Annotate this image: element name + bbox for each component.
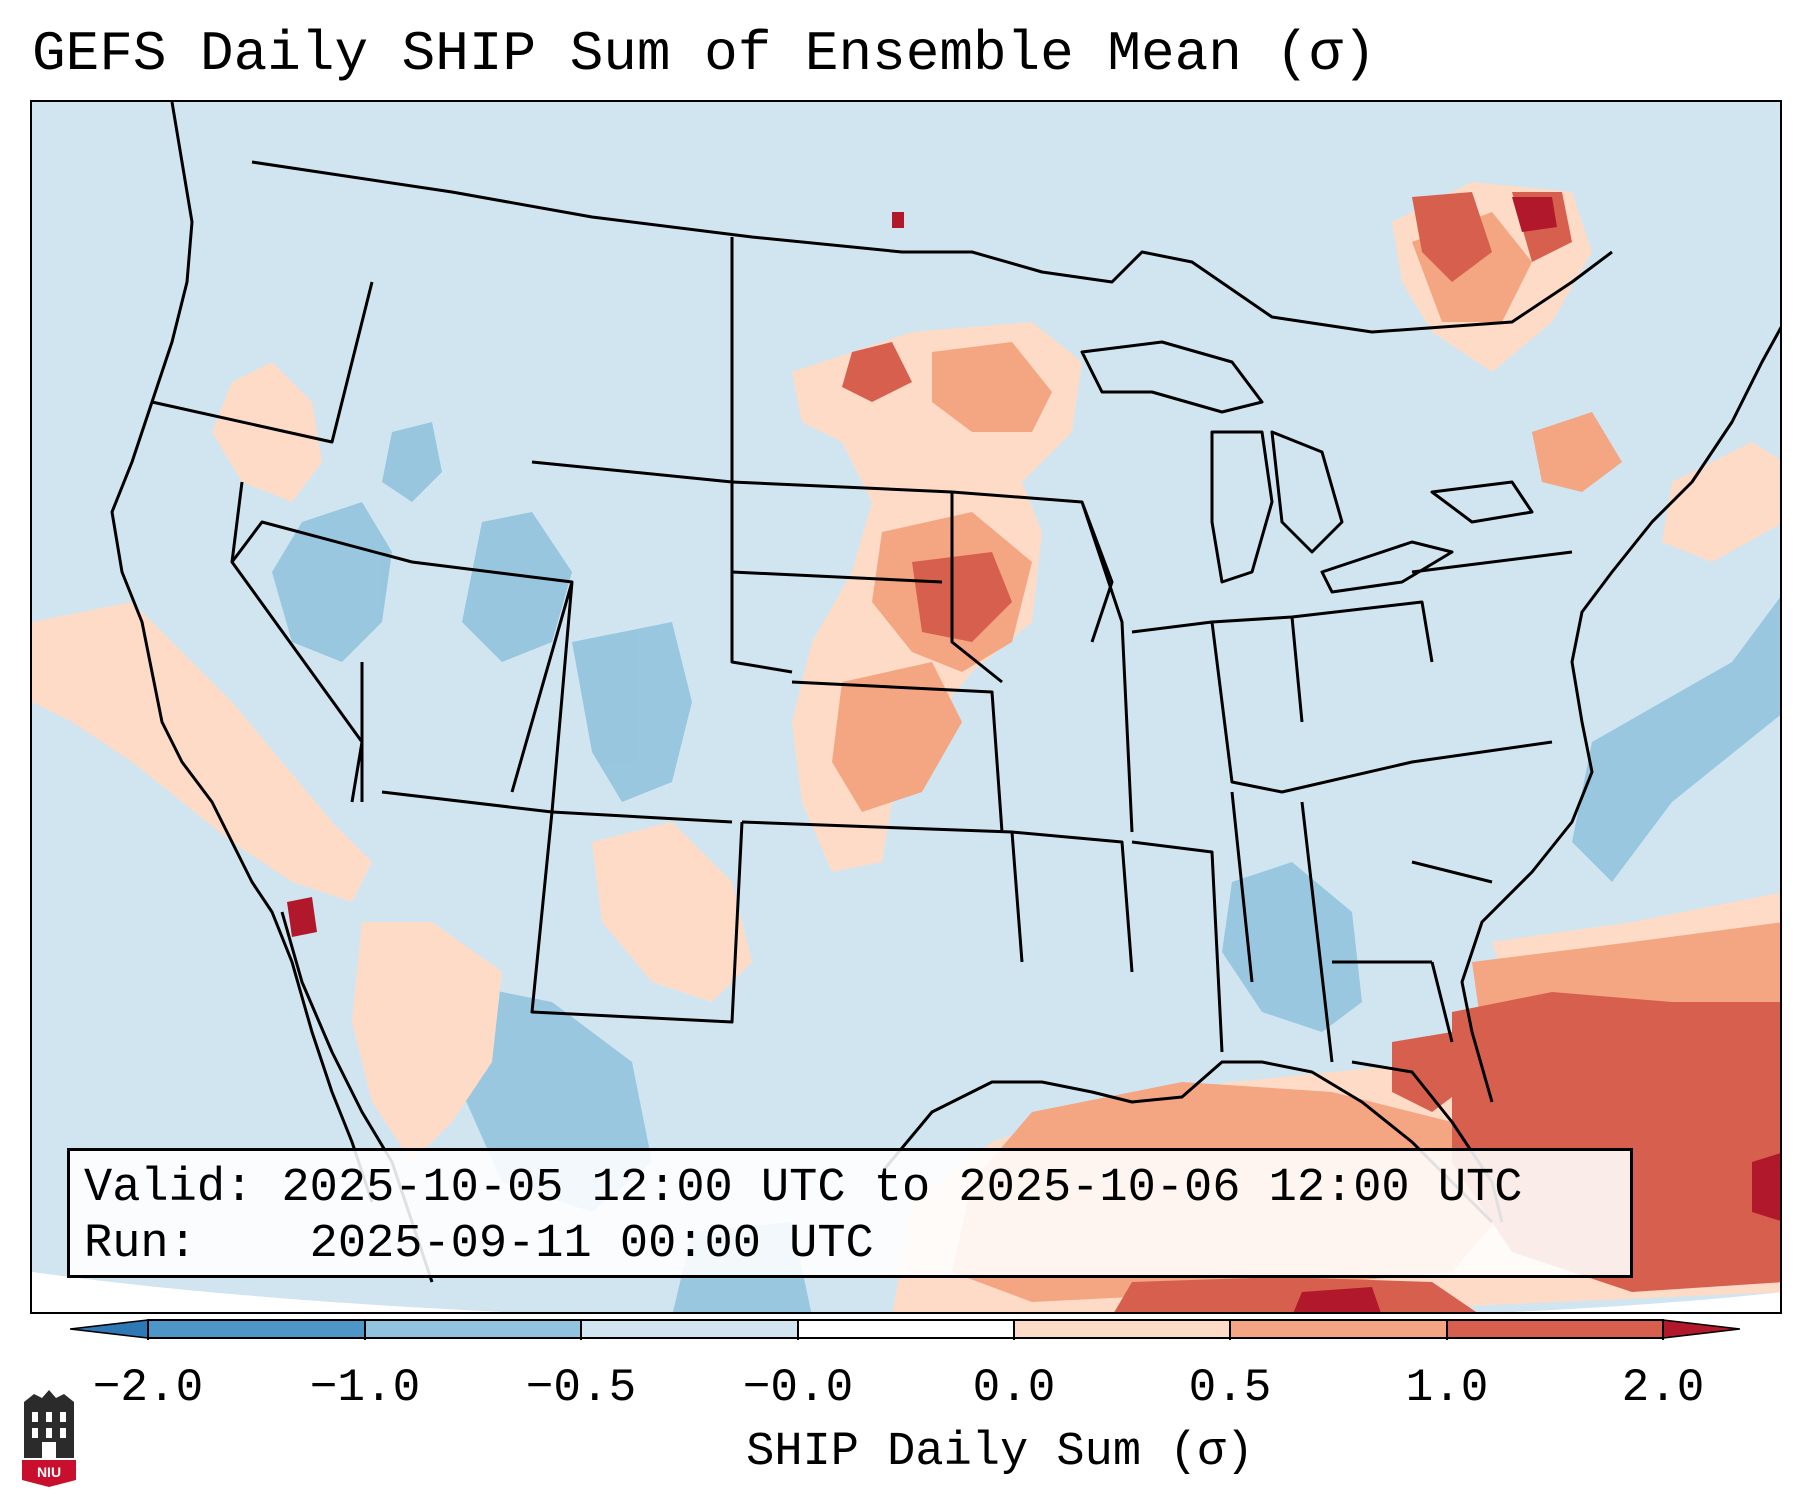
- boundaries: [110, 102, 1780, 1283]
- niu-logo-text: NIU: [36, 1464, 62, 1480]
- colorbar-tick-label: 0.0: [972, 1362, 1056, 1414]
- map-panel[interactable]: [30, 100, 1782, 1314]
- outside-domain-bottom: [32, 1272, 1780, 1312]
- colorbar: [70, 1319, 1740, 1340]
- map-canvas: [32, 102, 1780, 1312]
- colorbar-bin-7: [1447, 1320, 1663, 1338]
- niu-logo: [22, 1390, 76, 1487]
- central-state-lines: [730, 237, 1134, 973]
- great-lakes: [1080, 340, 1534, 594]
- colorbar-label: SHIP Daily Sum (σ): [746, 1426, 1254, 1479]
- colorbar-extend-high: [1662, 1319, 1740, 1339]
- colorbar-tick-marks: [147, 1320, 1664, 1340]
- colorbar-tick-label: −1.0: [309, 1362, 421, 1414]
- positive-anomaly-extreme: [287, 197, 1780, 1312]
- colorbar-tick-label: 1.0: [1405, 1362, 1489, 1414]
- colorbar-bin-5: [1014, 1320, 1230, 1338]
- colorbar-tick-label: 2.0: [1621, 1362, 1705, 1414]
- validity-info-box: Valid: 2025-10-05 12:00 UTC to 2025-10-0…: [67, 1148, 1633, 1278]
- map-title: GEFS Daily SHIP Sum of Ensemble Mean (σ): [32, 22, 1377, 86]
- colorbar-tick-label: −0.5: [525, 1362, 637, 1414]
- pacific-coast: [110, 102, 374, 1203]
- colorbar-extend-low: [70, 1319, 149, 1339]
- colorbar-bin-2: [365, 1320, 581, 1338]
- atlantic-coast: [1460, 326, 1780, 1103]
- run-label: Run:: [84, 1218, 197, 1271]
- valid-value: 2025-10-05 12:00 UTC to 2025-10-06 12:00…: [281, 1162, 1523, 1215]
- colorbar-bin-1: [148, 1320, 365, 1338]
- run-value: 2025-09-11 00:00 UTC: [309, 1218, 874, 1271]
- gulf-coast: [880, 1060, 1494, 1224]
- valid-label: Valid:: [84, 1162, 254, 1215]
- east-state-lines: [1131, 550, 1573, 1063]
- colorbar-tick-label: −0.0: [742, 1362, 854, 1414]
- colorbar-bin-4: [798, 1320, 1014, 1338]
- colorbar-tick-label: −2.0: [92, 1362, 204, 1414]
- colorbar-bin-3: [581, 1320, 798, 1338]
- canada-us-border: [251, 160, 1613, 334]
- colorbar-bin-6: [1230, 1320, 1447, 1338]
- colorbar-tick-label: 0.5: [1188, 1362, 1272, 1414]
